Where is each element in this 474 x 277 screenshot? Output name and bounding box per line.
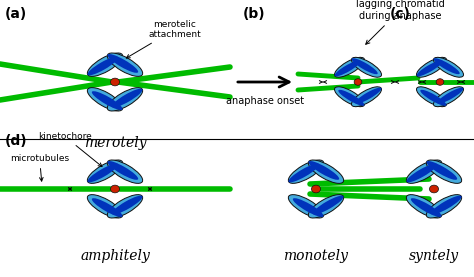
Ellipse shape [434, 57, 464, 77]
Ellipse shape [107, 88, 143, 111]
Text: monotely: monotely [283, 249, 348, 263]
Ellipse shape [406, 160, 442, 183]
Ellipse shape [313, 196, 344, 214]
Ellipse shape [87, 160, 123, 183]
Ellipse shape [434, 87, 464, 107]
Ellipse shape [411, 198, 442, 217]
Ellipse shape [429, 185, 438, 193]
Ellipse shape [107, 195, 143, 218]
Text: (a): (a) [5, 7, 27, 21]
Ellipse shape [352, 58, 378, 74]
Ellipse shape [406, 163, 437, 182]
Ellipse shape [108, 161, 138, 180]
Ellipse shape [438, 88, 464, 104]
Text: microtubules: microtubules [10, 154, 69, 181]
Ellipse shape [87, 195, 123, 218]
Ellipse shape [338, 90, 365, 106]
Ellipse shape [431, 196, 462, 214]
Ellipse shape [426, 160, 462, 183]
Ellipse shape [110, 78, 119, 86]
Ellipse shape [354, 79, 362, 85]
Ellipse shape [309, 161, 339, 180]
Ellipse shape [289, 163, 319, 182]
Text: merotelic
attachment: merotelic attachment [127, 20, 201, 58]
Ellipse shape [107, 160, 143, 183]
Ellipse shape [308, 195, 344, 218]
Ellipse shape [87, 88, 123, 111]
Ellipse shape [108, 54, 138, 73]
Ellipse shape [311, 185, 320, 193]
Ellipse shape [352, 87, 382, 107]
Ellipse shape [88, 57, 118, 75]
Ellipse shape [406, 195, 442, 218]
Text: syntely: syntely [409, 249, 459, 263]
Ellipse shape [88, 163, 118, 182]
Ellipse shape [110, 185, 119, 193]
Text: (c): (c) [390, 7, 411, 21]
Ellipse shape [112, 196, 143, 214]
Ellipse shape [426, 195, 462, 218]
Ellipse shape [335, 87, 365, 107]
Ellipse shape [92, 91, 123, 110]
Ellipse shape [335, 57, 365, 77]
Ellipse shape [417, 87, 447, 107]
Ellipse shape [427, 161, 457, 180]
Ellipse shape [293, 198, 324, 217]
Text: amphitely: amphitely [80, 249, 150, 263]
Ellipse shape [436, 79, 444, 85]
Ellipse shape [107, 53, 143, 76]
Ellipse shape [87, 53, 123, 76]
Ellipse shape [417, 60, 443, 76]
Ellipse shape [356, 88, 382, 104]
Ellipse shape [308, 160, 344, 183]
Text: kinetochore: kinetochore [38, 132, 102, 166]
Ellipse shape [420, 90, 447, 106]
Ellipse shape [288, 195, 324, 218]
Text: (d): (d) [5, 134, 27, 148]
Text: merotely: merotely [84, 136, 146, 150]
Ellipse shape [434, 58, 460, 74]
Ellipse shape [288, 160, 324, 183]
Ellipse shape [92, 198, 123, 217]
Ellipse shape [352, 57, 382, 77]
Text: lagging chromatid
during anaphase: lagging chromatid during anaphase [356, 0, 444, 44]
Ellipse shape [112, 89, 143, 107]
Text: (b): (b) [243, 7, 265, 21]
Text: anaphase onset: anaphase onset [226, 96, 304, 106]
Ellipse shape [335, 60, 361, 76]
Ellipse shape [417, 57, 447, 77]
